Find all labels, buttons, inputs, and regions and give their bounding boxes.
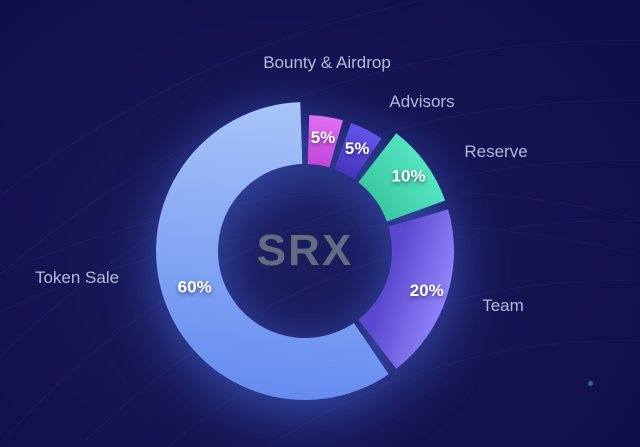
pct-label-advisors: 5% bbox=[345, 139, 370, 158]
pct-label-team: 20% bbox=[410, 281, 444, 300]
slice-reserve bbox=[358, 133, 446, 222]
category-label-reserve: Reserve bbox=[464, 142, 528, 161]
glow-dot bbox=[588, 381, 593, 386]
token-name: SRX bbox=[256, 226, 354, 275]
pct-label-token-sale: 60% bbox=[178, 277, 212, 296]
category-label-advisors: Advisors bbox=[389, 92, 455, 111]
pct-label-bounty-airdrop: 5% bbox=[311, 128, 336, 147]
slice-team bbox=[358, 209, 454, 369]
slice-advisors bbox=[334, 123, 382, 180]
slice-token-sale bbox=[156, 102, 389, 400]
category-label-token-sale: Token Sale bbox=[34, 268, 120, 287]
category-label-bounty-airdrop: Bounty & Airdrop bbox=[263, 53, 391, 72]
pct-label-reserve: 10% bbox=[392, 166, 426, 185]
category-label-team: Team bbox=[482, 296, 524, 315]
slice-bounty-airdrop bbox=[307, 115, 343, 168]
